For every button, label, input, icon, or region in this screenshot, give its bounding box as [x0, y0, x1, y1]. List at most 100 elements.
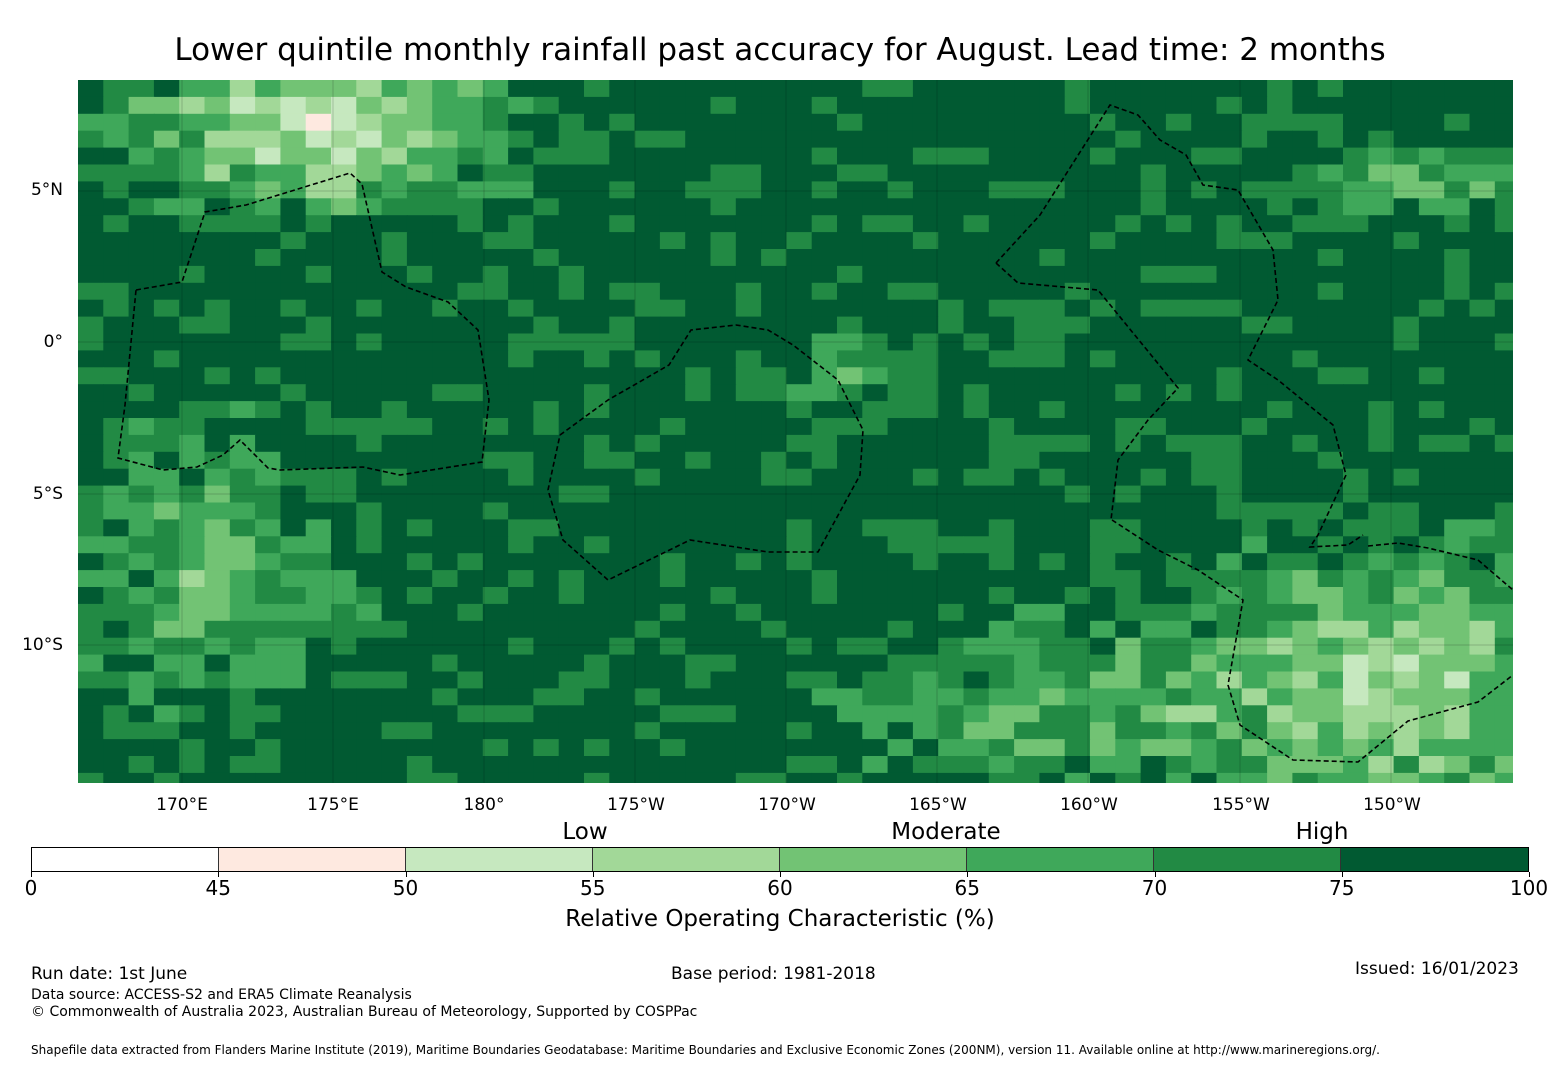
roc-cell	[305, 671, 332, 689]
roc-cell	[1494, 316, 1513, 335]
roc-cell	[1115, 80, 1142, 98]
roc-cell	[406, 722, 433, 740]
roc-cell	[331, 282, 357, 301]
roc-cell	[862, 299, 889, 318]
roc-cell	[1469, 113, 1496, 132]
roc-cell	[432, 316, 459, 335]
roc-cell	[229, 198, 256, 216]
roc-cell	[153, 401, 180, 419]
roc-cell	[356, 705, 383, 723]
roc-cell	[179, 316, 206, 335]
roc-cell	[305, 434, 332, 453]
roc-cell	[1191, 620, 1218, 639]
roc-cell	[1165, 451, 1192, 470]
roc-cell	[533, 756, 560, 774]
roc-cell	[128, 603, 155, 622]
roc-cell	[609, 418, 636, 436]
roc-cell	[558, 485, 585, 504]
roc-cell	[735, 299, 762, 318]
roc-cell	[634, 620, 661, 639]
roc-cell	[533, 519, 560, 537]
roc-cell	[204, 654, 231, 673]
roc-cell	[1191, 705, 1218, 723]
roc-cell	[1368, 570, 1395, 588]
roc-cell	[963, 232, 990, 250]
roc-cell	[1241, 519, 1268, 537]
roc-cell	[1191, 637, 1218, 656]
roc-cell	[280, 620, 307, 639]
roc-cell	[153, 147, 180, 166]
roc-cell	[912, 654, 939, 673]
roc-cell	[1064, 451, 1091, 470]
roc-cell	[659, 401, 686, 419]
roc-cell	[406, 215, 433, 233]
roc-cell	[938, 350, 965, 368]
roc-cell	[988, 772, 1015, 783]
roc-cell	[837, 502, 863, 520]
roc-cell	[153, 96, 180, 115]
roc-cell	[1165, 215, 1192, 233]
roc-cell	[179, 536, 206, 554]
roc-cell	[1090, 384, 1116, 402]
roc-cell	[837, 756, 863, 774]
roc-cell	[710, 265, 737, 284]
roc-cell	[280, 282, 307, 301]
roc-cell	[1393, 113, 1420, 132]
roc-cell	[305, 553, 332, 571]
roc-cell	[558, 401, 585, 419]
roc-cell	[1014, 164, 1040, 182]
roc-cell	[963, 316, 990, 335]
roc-cell	[659, 705, 686, 723]
roc-cell	[963, 671, 990, 689]
roc-cell	[432, 603, 459, 622]
roc-cell	[1343, 468, 1369, 487]
roc-cell	[1115, 249, 1142, 267]
roc-cell	[1241, 688, 1268, 706]
roc-cell	[1494, 654, 1513, 673]
roc-cell	[862, 468, 889, 487]
roc-cell	[1469, 705, 1496, 723]
roc-cell	[406, 739, 433, 757]
roc-cell	[1393, 96, 1420, 115]
roc-cell	[685, 215, 712, 233]
roc-cell	[1469, 80, 1496, 98]
roc-cell	[887, 350, 914, 368]
roc-cell	[558, 113, 585, 132]
roc-cell	[1140, 536, 1167, 554]
roc-cell	[533, 384, 560, 402]
roc-cell	[1014, 739, 1040, 757]
roc-cell	[938, 637, 965, 656]
roc-cell	[634, 80, 661, 98]
roc-cell	[1343, 434, 1369, 453]
roc-cell	[1393, 350, 1420, 368]
roc-cell	[1090, 587, 1116, 605]
roc-cell	[1393, 434, 1420, 453]
roc-cell	[1267, 232, 1293, 250]
roc-cell	[1165, 722, 1192, 740]
roc-cell	[1241, 603, 1268, 622]
lon-label-165w: 165°W	[909, 795, 967, 815]
roc-cell	[533, 249, 560, 267]
roc-cell	[634, 113, 661, 132]
roc-cell	[78, 418, 104, 436]
roc-cell	[457, 418, 484, 436]
roc-cell	[1191, 553, 1218, 571]
roc-cell	[1267, 519, 1293, 537]
roc-cell	[837, 350, 863, 368]
roc-cell	[1267, 401, 1293, 419]
roc-cell	[153, 688, 180, 706]
roc-cell	[406, 265, 433, 284]
roc-cell	[1115, 553, 1142, 571]
roc-cell	[887, 603, 914, 622]
roc-cell	[356, 367, 383, 385]
roc-cell	[1494, 620, 1513, 639]
roc-cell	[1140, 164, 1167, 182]
roc-cell	[305, 96, 332, 115]
roc-cell	[1241, 772, 1268, 783]
roc-cell	[103, 232, 130, 250]
roc-cell	[356, 215, 383, 233]
roc-cell	[103, 485, 130, 504]
roc-cell	[1216, 164, 1243, 182]
roc-cell	[710, 147, 737, 166]
roc-cell	[406, 434, 433, 453]
